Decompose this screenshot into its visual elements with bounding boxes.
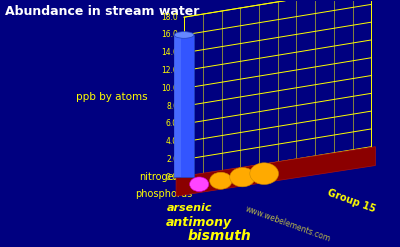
Text: Abundance in stream water: Abundance in stream water [5,5,199,19]
Polygon shape [176,147,375,196]
Text: 10.0: 10.0 [161,84,178,93]
Text: phosphorus: phosphorus [135,189,192,199]
Ellipse shape [210,172,232,189]
Text: bismuth: bismuth [188,229,252,243]
FancyBboxPatch shape [174,35,194,177]
Text: 18.0: 18.0 [161,13,178,22]
Text: 8.0: 8.0 [166,102,178,111]
Text: Group 15: Group 15 [326,187,377,214]
Text: www.webelements.com: www.webelements.com [244,205,332,244]
Ellipse shape [174,32,194,38]
Text: 12.0: 12.0 [161,66,178,75]
Text: 6.0: 6.0 [166,120,178,128]
Text: 14.0: 14.0 [161,48,178,57]
Text: nitrogen: nitrogen [139,172,180,182]
Text: 0.0: 0.0 [166,173,178,182]
Text: ppb by atoms: ppb by atoms [76,92,148,102]
Text: 2.0: 2.0 [166,155,178,164]
Ellipse shape [250,163,278,185]
Text: 16.0: 16.0 [161,30,178,40]
Text: arsenic: arsenic [166,203,212,213]
FancyBboxPatch shape [174,35,181,177]
Ellipse shape [190,177,209,191]
Text: antimony: antimony [166,216,232,228]
Ellipse shape [230,167,255,187]
Text: 4.0: 4.0 [166,137,178,146]
